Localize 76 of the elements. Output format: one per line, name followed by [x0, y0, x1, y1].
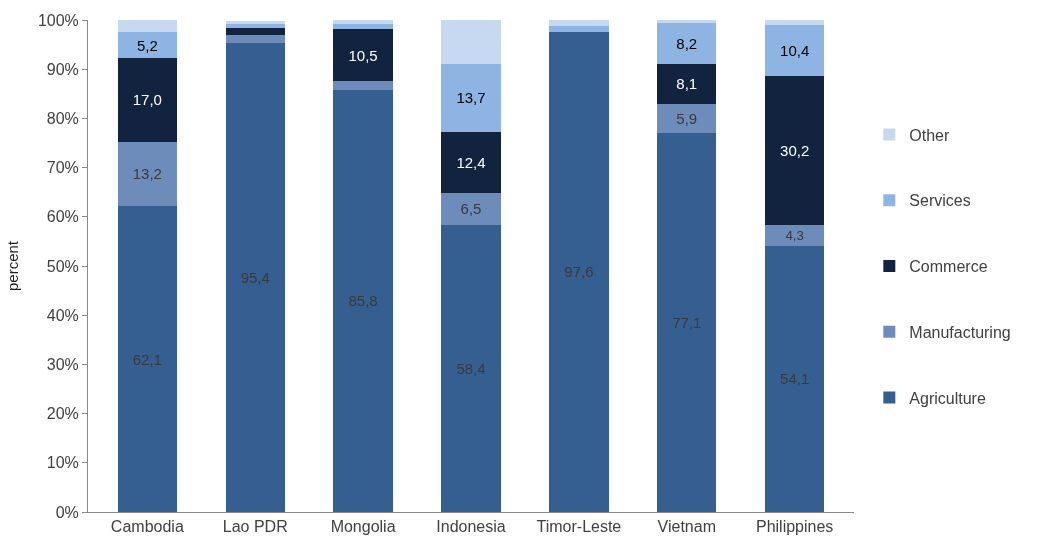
data-label: 10,5	[348, 46, 378, 64]
bar	[441, 20, 501, 65]
y-axis-title: percent	[4, 240, 22, 292]
bar	[225, 20, 285, 24]
x-tick-label: Philippines	[755, 518, 834, 536]
data-label: 58,4	[456, 359, 486, 377]
legend-label: Commerce	[909, 258, 988, 276]
bar	[117, 141, 178, 207]
bar	[657, 63, 717, 104]
data-label: 10,4	[780, 42, 810, 60]
bar	[441, 192, 501, 225]
x-tick-label: Lao PDR	[222, 518, 288, 536]
data-label: 13,7	[456, 89, 486, 107]
bar	[333, 24, 393, 30]
y-tick-label: 0%	[55, 503, 79, 521]
data-label: 30,2	[780, 141, 810, 159]
bar	[225, 27, 285, 35]
data-label: 4,3	[785, 228, 804, 244]
legend-label: Services	[909, 192, 971, 210]
bar	[764, 20, 825, 25]
y-tick-label: 100%	[37, 11, 79, 29]
bar	[117, 206, 178, 512]
bar	[549, 26, 609, 32]
data-label: 12,4	[456, 153, 486, 171]
bar	[764, 24, 825, 77]
bar	[549, 20, 609, 27]
y-tick-label: 60%	[46, 208, 79, 226]
y-tick-label: 80%	[46, 110, 79, 127]
x-tick-label: Vietnam	[657, 518, 716, 536]
x-tick-label: Cambodia	[110, 518, 184, 536]
bar	[225, 34, 285, 43]
data-label: 13,2	[132, 165, 162, 183]
bar	[333, 89, 393, 512]
bar	[657, 103, 717, 133]
data-label: 54,1	[780, 370, 810, 388]
bar	[333, 29, 393, 82]
data-label: 62,1	[132, 350, 162, 368]
y-tick-label: 40%	[46, 306, 79, 324]
bar	[225, 23, 285, 28]
bar	[764, 76, 825, 225]
data-label: 95,4	[240, 268, 270, 286]
bar	[333, 20, 393, 25]
bar	[657, 132, 717, 512]
data-label: 5,9	[676, 109, 698, 127]
bar	[657, 23, 717, 64]
bar	[117, 57, 178, 142]
bar	[441, 131, 501, 193]
bar	[441, 224, 501, 512]
bar	[225, 42, 285, 512]
data-label: 97,6	[564, 263, 594, 281]
bar	[333, 81, 393, 90]
bar	[764, 245, 825, 512]
x-tick-label: Timor-Leste	[536, 518, 622, 536]
legend-label: Manufacturing	[909, 324, 1011, 342]
x-tick-label: Mongolia	[330, 518, 396, 536]
y-tick-label: 30%	[46, 356, 79, 373]
data-label: 77,1	[672, 313, 702, 331]
bar	[764, 224, 825, 246]
bar	[117, 32, 178, 58]
bar	[441, 64, 501, 132]
data-label: 8,2	[676, 35, 698, 53]
y-tick-label: 70%	[46, 159, 79, 177]
y-tick-label: 90%	[46, 60, 79, 78]
x-tick-label: Indonesia	[436, 518, 506, 536]
legend-label: Agriculture	[909, 389, 986, 407]
data-label: 6,5	[460, 200, 482, 218]
y-tick-label: 20%	[46, 405, 79, 423]
data-label: 85,8	[348, 292, 378, 310]
bar	[549, 31, 609, 512]
data-label: 17,0	[132, 91, 162, 109]
y-tick-label: 10%	[46, 454, 79, 472]
legend-label: Other	[909, 126, 951, 144]
data-label: 5,2	[136, 36, 158, 54]
data-label: 8,1	[676, 75, 698, 93]
y-tick-label: 50%	[46, 257, 79, 275]
bar	[117, 20, 178, 33]
